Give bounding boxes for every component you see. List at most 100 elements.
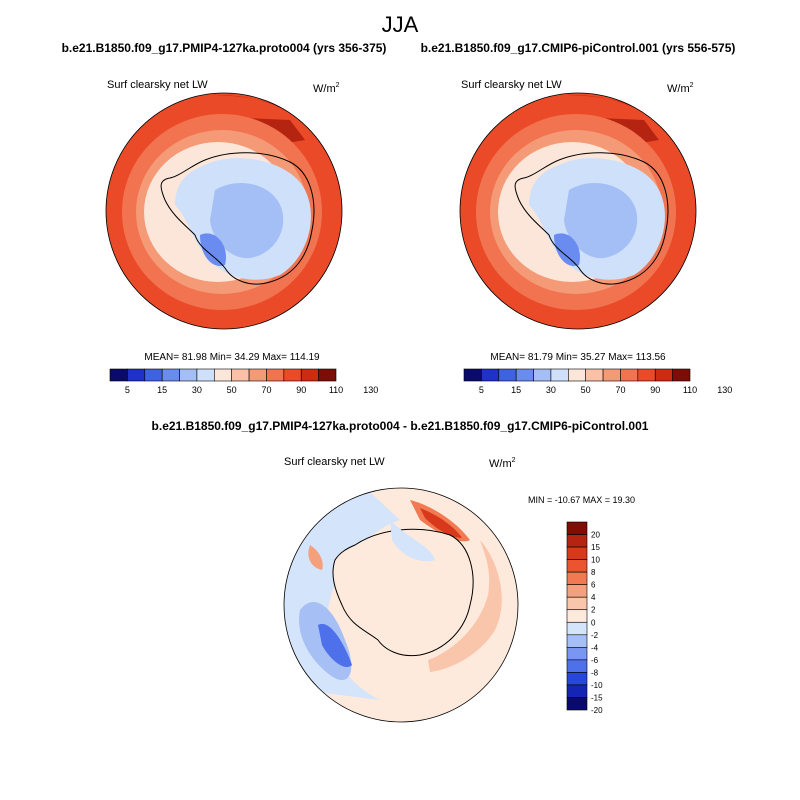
colorbar-swatch — [127, 368, 146, 382]
coastline — [514, 152, 669, 285]
variable-label: Surf clearsky net LW — [461, 79, 562, 91]
colorbar-tick-label: 70 — [261, 385, 271, 395]
colorbar-swatch — [566, 571, 588, 585]
colorbar-swatch — [566, 647, 588, 661]
colorbar-swatch — [566, 659, 588, 673]
colorbar-swatch — [550, 368, 569, 382]
colorbar-tick-label: 5 — [125, 385, 130, 395]
map-boundary — [459, 92, 697, 330]
colorbar-swatch — [566, 546, 588, 560]
colorbar-swatch — [566, 672, 588, 686]
colorbar-swatch — [566, 596, 588, 611]
contour-band — [210, 182, 284, 259]
colorbar-tick-label: 110 — [329, 385, 343, 395]
panel-difference: b.e21.B1850.f09_g17.PMIP4-127ka.proto004… — [152, 419, 649, 723]
colorbar-tick-label: 130 — [363, 385, 378, 395]
colorbar-tick-label: 130 — [717, 385, 732, 395]
stats-label: MEAN= 81.98 Min= 34.29 Max= 114.19 — [144, 352, 320, 363]
colorbar-tick-label: 2 — [591, 606, 596, 615]
colorbar-tick-label: 8 — [591, 568, 596, 577]
contour-band — [420, 508, 462, 538]
contour-band — [428, 540, 502, 672]
panel-title: b.e21.B1850.f09_g17.CMIP6-piControl.001 … — [421, 41, 736, 55]
colorbar-swatch — [144, 368, 163, 382]
colorbar-swatch — [585, 368, 604, 382]
page-title: JJA — [382, 12, 419, 37]
colorbar-swatch — [654, 368, 673, 382]
polar-map — [284, 488, 518, 722]
units-label: W/m2 — [667, 82, 694, 95]
stats-label: MEAN= 81.79 Min= 35.27 Max= 113.56 — [490, 352, 666, 363]
colorbar-swatch — [566, 697, 588, 711]
colorbar-swatch — [109, 368, 128, 382]
colorbar-swatch — [248, 368, 267, 382]
colorbar-tick-label: -8 — [591, 668, 599, 677]
contour-band — [564, 182, 638, 259]
colorbar-tick-label: 90 — [650, 385, 660, 395]
colorbar-swatch — [214, 368, 232, 382]
panel-title: b.e21.B1850.f09_g17.PMIP4-127ka.proto004… — [152, 419, 649, 433]
colorbar-swatch — [566, 634, 588, 648]
colorbar-swatch — [196, 368, 215, 382]
contour-band — [318, 623, 352, 668]
panel-title: b.e21.B1850.f09_g17.PMIP4-127ka.proto004… — [62, 41, 387, 55]
colorbar-tick-label: 90 — [296, 385, 306, 395]
colorbar-swatch — [231, 368, 250, 382]
colorbar-swatch — [266, 368, 285, 382]
colorbar-swatch — [672, 368, 691, 382]
contour-band — [554, 233, 580, 266]
colorbar-swatch — [318, 368, 337, 382]
variable-label: Surf clearsky net LW — [107, 79, 208, 91]
colorbar-tick-label: 50 — [581, 385, 591, 395]
colorbar-swatch — [566, 521, 588, 535]
colorbar-swatch — [566, 621, 588, 636]
colorbar-tick-label: 6 — [591, 581, 596, 590]
contour-band — [200, 233, 226, 266]
colorbar-swatch — [566, 559, 588, 573]
minmax-label: MIN = -10.67 MAX = 19.30 — [528, 495, 635, 505]
colorbar-swatch — [533, 368, 552, 382]
units-label: W/m2 — [489, 457, 516, 470]
colorbar-tick-label: 15 — [511, 385, 521, 395]
map-boundary — [283, 487, 519, 723]
colorbar-swatch — [515, 368, 534, 382]
colorbar-tick-label: 10 — [591, 556, 600, 565]
colorbar-tick-label: -20 — [591, 706, 603, 715]
colorbar-swatch — [300, 368, 319, 382]
colorbar-swatch — [566, 534, 588, 548]
colorbar-swatch — [463, 368, 482, 382]
colorbar-swatch — [620, 368, 639, 382]
colorbar-swatch — [161, 368, 180, 382]
colorbar-tick-label: -15 — [591, 693, 603, 702]
colorbar: 5 15 30 50 70 90 110 130 — [109, 368, 378, 395]
colorbar-tick-label: 30 — [192, 385, 202, 395]
colorbar-tick-label: -6 — [591, 656, 599, 665]
colorbar-swatch — [481, 368, 500, 382]
colorbar-swatch — [566, 684, 588, 698]
colorbar-swatch — [566, 584, 588, 598]
colorbar-swatch — [283, 368, 302, 382]
colorbar-tick-label: 30 — [546, 385, 556, 395]
map-boundary — [105, 92, 343, 330]
colorbar-swatch — [498, 368, 517, 382]
polar-map — [460, 93, 696, 329]
colorbar-tick-label: 5 — [479, 385, 484, 395]
variable-label: Surf clearsky net LW — [284, 456, 385, 468]
panel-left: b.e21.B1850.f09_g17.PMIP4-127ka.proto004… — [62, 41, 387, 395]
contour-band — [390, 520, 435, 562]
colorbar-tick-label: 70 — [615, 385, 625, 395]
colorbar-tick-label: 15 — [591, 543, 600, 552]
colorbar-swatch — [568, 368, 586, 382]
colorbar-tick-label: 15 — [157, 385, 167, 395]
colorbar-swatch — [179, 368, 198, 382]
contour-band — [308, 545, 323, 570]
coastline — [160, 152, 315, 285]
polar-map — [106, 93, 342, 329]
colorbar-tick-label: 0 — [591, 618, 596, 627]
colorbar-swatch — [637, 368, 656, 382]
coastline — [332, 528, 474, 657]
panel-right: b.e21.B1850.f09_g17.CMIP6-piControl.001 … — [421, 41, 736, 395]
colorbar-tick-label: -10 — [591, 681, 603, 690]
